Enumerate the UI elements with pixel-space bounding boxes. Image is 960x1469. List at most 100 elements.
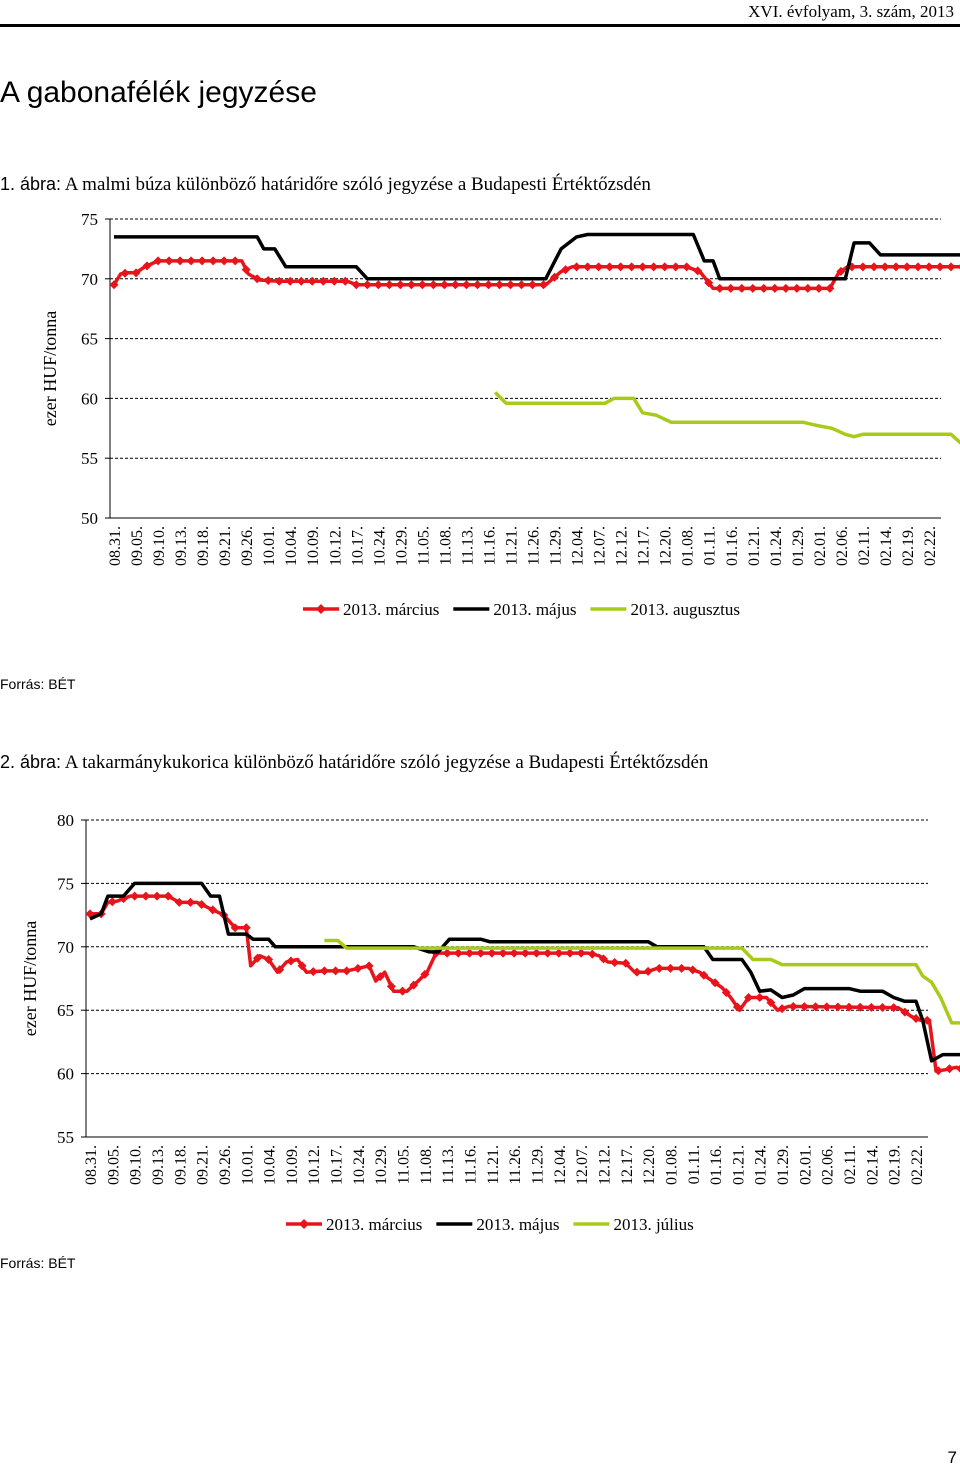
series-marker-march bbox=[792, 283, 802, 293]
series-marker-march bbox=[814, 283, 824, 293]
series-marker-march bbox=[911, 1013, 921, 1023]
y-tick-label: 65 bbox=[81, 330, 98, 349]
series-marker-march bbox=[342, 966, 352, 976]
series-marker-march bbox=[744, 993, 754, 1003]
x-tick-label: 12.07. bbox=[574, 1145, 591, 1185]
series-marker-march bbox=[880, 262, 890, 272]
series-line-may bbox=[114, 232, 960, 281]
x-tick-label: 11.21. bbox=[503, 526, 520, 565]
x-tick-label: 10.12. bbox=[306, 1145, 323, 1185]
series-marker-march bbox=[263, 276, 273, 286]
series-marker-march bbox=[677, 963, 687, 973]
x-tick-label: 01.29. bbox=[790, 526, 807, 566]
series-marker-march bbox=[946, 262, 956, 272]
series-marker-march bbox=[163, 891, 173, 901]
series-marker-march bbox=[296, 276, 306, 286]
series-marker-march bbox=[442, 948, 452, 958]
series-marker-march bbox=[528, 280, 538, 290]
series-marker-march bbox=[353, 963, 363, 973]
x-tick-label: 12.17. bbox=[619, 1145, 636, 1185]
x-tick-label: 09.21. bbox=[217, 526, 234, 566]
series-line-late bbox=[493, 391, 960, 445]
y-tick-label: 60 bbox=[81, 389, 98, 408]
series-marker-march bbox=[453, 948, 463, 958]
series-marker-march bbox=[384, 280, 394, 290]
x-tick-label: 11.13. bbox=[459, 526, 476, 565]
series-marker-march bbox=[627, 262, 637, 272]
series-marker-march bbox=[825, 283, 835, 293]
series-marker-march bbox=[737, 283, 747, 293]
x-tick-label: 11.08. bbox=[437, 526, 454, 565]
series-marker-march bbox=[660, 262, 670, 272]
series-marker-march bbox=[185, 897, 195, 907]
series-marker-march bbox=[748, 283, 758, 293]
series-marker-march bbox=[671, 262, 681, 272]
series-marker-march bbox=[621, 958, 631, 968]
series-marker-march bbox=[364, 961, 374, 971]
legend-label-march: 2013. március bbox=[326, 1215, 422, 1234]
series-marker-march bbox=[632, 967, 642, 977]
series-marker-march bbox=[889, 1003, 899, 1013]
figure2-caption-prefix: 2. ábra: bbox=[0, 752, 62, 772]
x-tick-label: 10.04. bbox=[262, 1145, 279, 1185]
x-tick-label: 01.16. bbox=[708, 1145, 725, 1185]
series-marker-march bbox=[665, 963, 675, 973]
series-marker-march bbox=[710, 978, 720, 988]
x-tick-label: 12.04. bbox=[552, 1145, 569, 1185]
header-rule bbox=[0, 24, 960, 27]
x-tick-label: 09.26. bbox=[217, 1145, 234, 1185]
series-marker-march bbox=[439, 280, 449, 290]
series-marker-march bbox=[230, 923, 240, 933]
series-marker-march bbox=[554, 948, 564, 958]
series-marker-march bbox=[476, 948, 486, 958]
series-marker-march bbox=[264, 954, 274, 964]
series-marker-march bbox=[275, 965, 285, 975]
x-tick-label: 10.04. bbox=[283, 526, 300, 566]
series-marker-march bbox=[331, 966, 341, 976]
series-marker-march bbox=[550, 272, 560, 282]
series-marker-march bbox=[252, 953, 262, 963]
series-marker-march bbox=[297, 961, 307, 971]
series-marker-march bbox=[654, 963, 664, 973]
series-marker-march bbox=[197, 256, 207, 266]
series-marker-march bbox=[688, 965, 698, 975]
figure2-source: Forrás: BÉT bbox=[0, 1255, 76, 1271]
series-marker-march bbox=[598, 954, 608, 964]
series-marker-march bbox=[362, 280, 372, 290]
figure1-caption-text: A malmi búza különböző határidőre szóló … bbox=[64, 174, 651, 195]
series-marker-march bbox=[788, 1001, 798, 1011]
series-marker-march bbox=[505, 280, 515, 290]
x-tick-label: 01.24. bbox=[753, 1145, 770, 1185]
series-marker-march bbox=[208, 256, 218, 266]
series-marker-march bbox=[351, 280, 361, 290]
series-marker-march bbox=[616, 262, 626, 272]
series-marker-march bbox=[781, 283, 791, 293]
x-tick-label: 02.19. bbox=[900, 526, 917, 566]
series-marker-march bbox=[318, 276, 328, 286]
series-marker-march bbox=[956, 1064, 960, 1073]
series-marker-march bbox=[957, 264, 960, 270]
series-marker-march bbox=[576, 948, 586, 958]
series-marker-march bbox=[319, 966, 329, 976]
series-marker-march bbox=[509, 948, 519, 958]
x-tick-label: 08.31. bbox=[107, 526, 124, 566]
series-marker-march bbox=[186, 256, 196, 266]
series-marker-march bbox=[869, 262, 879, 272]
series-marker-march bbox=[174, 897, 184, 907]
x-tick-label: 09.13. bbox=[173, 526, 190, 566]
series-marker-march bbox=[109, 280, 119, 290]
series-marker-march bbox=[847, 262, 857, 272]
y-axis-title: ezer HUF/tonna bbox=[40, 311, 60, 426]
series-marker-march bbox=[777, 1004, 787, 1014]
x-tick-label: 02.19. bbox=[887, 1145, 904, 1185]
series-marker-march bbox=[286, 956, 296, 966]
series-marker-march bbox=[308, 967, 318, 977]
x-tick-label: 09.26. bbox=[239, 526, 256, 566]
x-tick-label: 09.05. bbox=[105, 1145, 122, 1185]
series-marker-march bbox=[208, 905, 218, 915]
x-tick-label: 09.21. bbox=[195, 1145, 212, 1185]
y-tick-label: 75 bbox=[81, 210, 98, 229]
series-marker-march bbox=[373, 280, 383, 290]
series-marker-march bbox=[638, 262, 648, 272]
issue-header: XVI. évfolyam, 3. szám, 2013 bbox=[748, 2, 954, 21]
